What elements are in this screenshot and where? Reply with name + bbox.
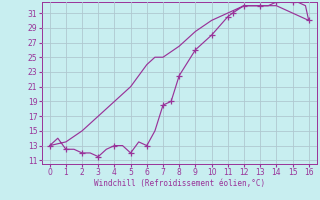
X-axis label: Windchill (Refroidissement éolien,°C): Windchill (Refroidissement éolien,°C)	[94, 179, 265, 188]
